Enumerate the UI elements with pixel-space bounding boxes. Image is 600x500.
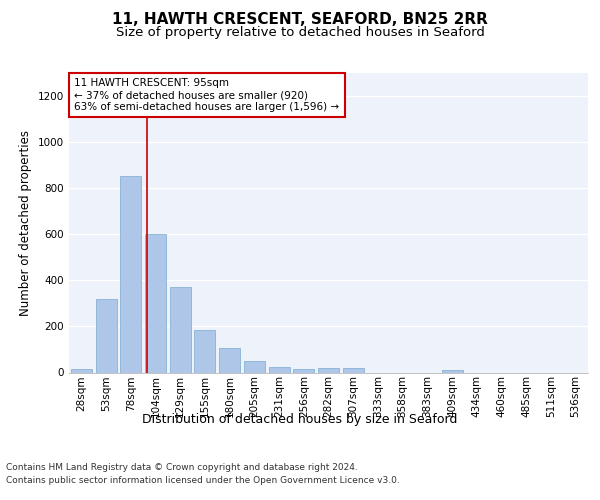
Text: Size of property relative to detached houses in Seaford: Size of property relative to detached ho… <box>116 26 484 39</box>
Y-axis label: Number of detached properties: Number of detached properties <box>19 130 32 316</box>
Bar <box>442 370 463 372</box>
Bar <box>244 362 265 372</box>
Bar <box>71 369 92 372</box>
Text: Distribution of detached houses by size in Seaford: Distribution of detached houses by size … <box>142 412 458 426</box>
Text: 11, HAWTH CRESCENT, SEAFORD, BN25 2RR: 11, HAWTH CRESCENT, SEAFORD, BN25 2RR <box>112 12 488 28</box>
Text: 11 HAWTH CRESCENT: 95sqm
← 37% of detached houses are smaller (920)
63% of semi-: 11 HAWTH CRESCENT: 95sqm ← 37% of detach… <box>74 78 340 112</box>
Bar <box>318 368 339 372</box>
Bar <box>269 368 290 372</box>
Bar <box>170 287 191 372</box>
Bar <box>194 330 215 372</box>
Bar <box>95 298 116 372</box>
Bar <box>145 234 166 372</box>
Bar <box>120 176 141 372</box>
Text: Contains public sector information licensed under the Open Government Licence v3: Contains public sector information licen… <box>6 476 400 485</box>
Bar <box>219 348 240 372</box>
Text: Contains HM Land Registry data © Crown copyright and database right 2024.: Contains HM Land Registry data © Crown c… <box>6 462 358 471</box>
Bar <box>343 368 364 372</box>
Bar <box>293 369 314 372</box>
